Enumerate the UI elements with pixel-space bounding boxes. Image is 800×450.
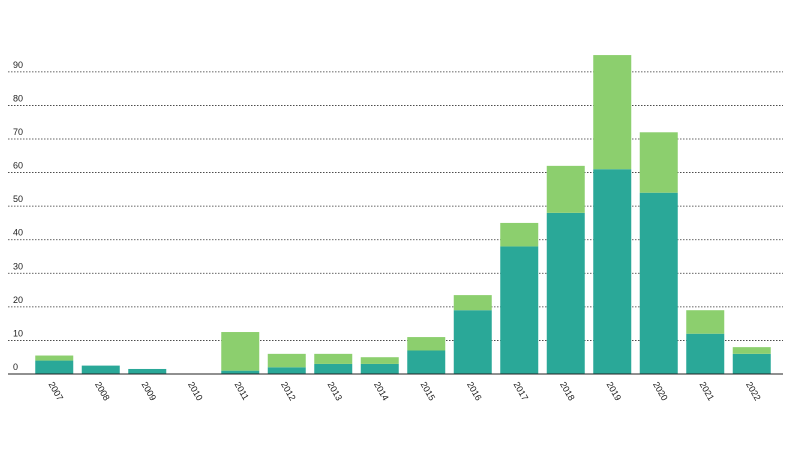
x-tick-label: 2015 [419, 380, 438, 402]
y-tick-label: 50 [13, 194, 23, 204]
y-tick-label: 70 [13, 127, 23, 137]
x-tick-label: 2007 [47, 380, 66, 402]
bar-segment [314, 363, 353, 374]
y-tick-label: 30 [13, 261, 23, 271]
y-tick-label: 20 [13, 295, 23, 305]
y-tick-label: 10 [13, 328, 23, 338]
bar-segment [407, 337, 446, 351]
bar-segment [221, 332, 260, 371]
y-tick-label: 40 [13, 228, 23, 238]
x-tick-label: 2012 [279, 380, 298, 402]
x-tick-label: 2016 [465, 380, 484, 402]
bar-segment [360, 357, 399, 364]
bar-segment [546, 212, 585, 374]
x-tick-label: 2008 [93, 380, 112, 402]
x-tick-label: 2013 [326, 380, 345, 402]
x-tick-label: 2021 [698, 380, 717, 402]
bar-segment [453, 310, 492, 374]
bar-segment [732, 347, 771, 354]
bar-segment [267, 353, 306, 368]
bar-segment [35, 360, 74, 374]
bar-segment [221, 370, 260, 374]
x-tick-label: 2014 [372, 380, 391, 402]
bar-segment [732, 353, 771, 374]
bar-segment [500, 222, 539, 247]
y-tick-label: 80 [13, 93, 23, 103]
bar-segment [639, 192, 678, 374]
x-tick-label: 2019 [605, 380, 624, 402]
bar-segment [639, 132, 678, 193]
bar-segment [314, 353, 353, 364]
bar-segment [360, 363, 399, 374]
bar-segment [81, 365, 120, 374]
x-tick-label: 2020 [651, 380, 670, 402]
bar-segment [267, 367, 306, 374]
x-tick-label: 2022 [744, 380, 763, 402]
y-tick-label: 60 [13, 161, 23, 171]
y-tick-label: 0 [13, 362, 18, 372]
bar-segment [500, 246, 539, 374]
x-tick-label: 2011 [233, 380, 251, 402]
bar-segment [686, 310, 725, 334]
bar-segment [35, 355, 74, 361]
bar-segment [593, 55, 632, 170]
bar-segment [593, 169, 632, 374]
x-tick-label: 2018 [558, 380, 577, 402]
bar-segment [407, 350, 446, 374]
x-tick-label: 2010 [186, 380, 205, 402]
bar-segment [128, 368, 167, 374]
bar-segment [453, 295, 492, 311]
y-tick-label: 90 [13, 60, 23, 70]
bar-segment [546, 165, 585, 213]
bar-segment [686, 333, 725, 374]
x-tick-label: 2009 [140, 380, 159, 402]
x-tick-label: 2017 [512, 380, 531, 402]
